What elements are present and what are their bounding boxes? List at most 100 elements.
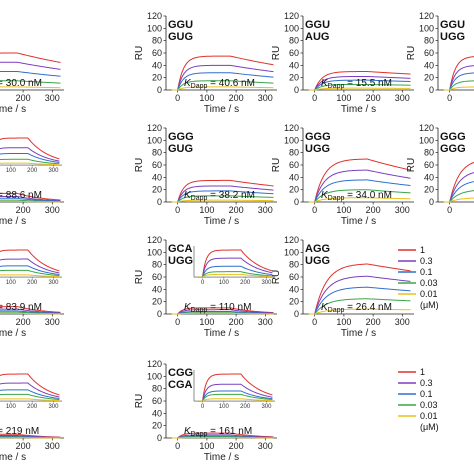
x-tick-label: 300 xyxy=(395,93,410,103)
series-line-0.1 xyxy=(308,286,411,315)
y-tick-label: 60 xyxy=(424,48,434,58)
x-axis-title: Time / s xyxy=(0,104,26,115)
y-tick-label: 100 xyxy=(147,23,162,33)
y-tick-label: 0 xyxy=(429,197,434,207)
inset-x-tick-label: 200 xyxy=(240,280,251,286)
y-tick-label: 100 xyxy=(147,371,162,381)
y-axis-title: RU xyxy=(271,158,282,172)
y-tick-label: 40 xyxy=(152,60,162,70)
x-axis-title: Time / s xyxy=(204,104,239,115)
inset-x-tick-label: 100 xyxy=(6,280,17,286)
x-tick-label: 200 xyxy=(366,205,381,215)
x-tick-label: 200 xyxy=(229,93,244,103)
series-line-0.03 xyxy=(443,190,474,203)
series-line-1 xyxy=(443,161,474,203)
series-line-1 xyxy=(171,432,274,439)
x-tick-label: 200 xyxy=(229,441,244,451)
y-tick-label: 0 xyxy=(157,197,162,207)
y-tick-label: 80 xyxy=(424,36,434,46)
x-tick-label: 0 xyxy=(447,93,452,103)
y-axis-title: RU xyxy=(134,394,145,408)
series-line-0.01 xyxy=(171,312,274,315)
x-tick-label: 300 xyxy=(45,93,60,103)
kdapp-subscript: Dapp xyxy=(191,195,208,202)
legend-label-0.3: 0.3 xyxy=(420,256,433,266)
x-axis-title: Time / s xyxy=(204,216,239,227)
kdapp-value: = 38.2 nM xyxy=(207,190,255,201)
x-tick-label: 200 xyxy=(16,205,31,215)
inset-series-line-1 xyxy=(198,373,273,402)
y-tick-label: 100 xyxy=(147,247,162,257)
inset-x-tick-label: 200 xyxy=(27,168,38,174)
y-tick-label: 20 xyxy=(289,297,299,307)
y-tick-label: 100 xyxy=(284,247,299,257)
inset-x-tick-label: 300 xyxy=(261,404,272,410)
kdapp-value: = 88.6 nM xyxy=(0,190,42,201)
kdapp-label: KDapp = 34.0 nM xyxy=(321,190,392,202)
kdapp-symbol: K xyxy=(184,302,192,313)
kdapp-symbol: K xyxy=(321,302,329,313)
kdapp-value: = 161 nM xyxy=(207,426,252,437)
x-tick-label: 300 xyxy=(258,317,273,327)
y-tick-label: 80 xyxy=(289,148,299,158)
series-line-0.3 xyxy=(308,75,411,91)
x-tick-label: 0 xyxy=(175,205,180,215)
y-tick-label: 20 xyxy=(152,73,162,83)
series-line-0.03 xyxy=(443,80,474,91)
series-line-0.03 xyxy=(0,80,61,84)
series-line-0.03 xyxy=(308,83,411,91)
x-axis-title: Time / s xyxy=(0,452,26,463)
kdapp-subscript: Dapp xyxy=(328,83,345,90)
y-tick-label: 20 xyxy=(152,297,162,307)
y-tick-label: 20 xyxy=(152,185,162,195)
y-tick-label: 100 xyxy=(147,135,162,145)
y-tick-label: 60 xyxy=(152,272,162,282)
x-tick-label: 200 xyxy=(366,317,381,327)
series-line-0.3 xyxy=(0,61,61,70)
sequence-top-label: GGG xyxy=(305,131,331,143)
y-tick-label: 100 xyxy=(284,135,299,145)
sequence-top-label: AGG xyxy=(305,243,330,255)
inset-series-line-1 xyxy=(0,137,60,160)
y-tick-label: 120 xyxy=(284,11,299,21)
kdapp-label: KDapp = 38.2 nM xyxy=(184,190,255,202)
legend-label-0.01: 0.01 xyxy=(420,289,438,299)
inset-x-tick-label: 300 xyxy=(48,404,59,410)
x-tick-label: 300 xyxy=(258,93,273,103)
y-tick-label: 0 xyxy=(157,85,162,95)
sequence-top-label: CGG xyxy=(168,367,193,379)
series-line-0.3 xyxy=(443,65,474,91)
x-tick-label: 200 xyxy=(366,93,381,103)
series-line-0.3 xyxy=(308,275,411,315)
y-tick-label: 0 xyxy=(294,197,299,207)
series-line-0.03 xyxy=(308,189,411,203)
inset-series-line-0.03 xyxy=(0,158,60,165)
inset-series-line-1 xyxy=(0,249,60,272)
inset-series-line-0.03 xyxy=(198,271,273,278)
sequence-top-label: GGU xyxy=(440,19,465,31)
y-axis-title: RU xyxy=(271,270,282,284)
series-line-1 xyxy=(171,179,274,203)
inset-series-line-0.3 xyxy=(198,257,273,278)
panel-ggu-gug-1: 0 20 40 60 80 100 120 RU 0 100 200 300 Time / s GGUGU… xyxy=(134,11,277,115)
series-line-1 xyxy=(308,263,411,315)
y-tick-label: 100 xyxy=(284,23,299,33)
y-tick-label: 80 xyxy=(289,260,299,270)
y-tick-label: 40 xyxy=(424,60,434,70)
series-line-0.01 xyxy=(308,87,411,91)
inset-x-tick-label: 100 xyxy=(6,404,17,410)
kdapp-value: = 34.0 nM xyxy=(344,190,392,201)
panel-agg-ugg-10: 0 20 40 60 80 100 120 RU 0 100 200 300 Time / s AGGUG… xyxy=(271,235,414,339)
y-tick-label: 80 xyxy=(152,260,162,270)
kdapp-symbol: K xyxy=(184,426,192,437)
inset-x-tick-label: 0 xyxy=(201,404,205,410)
kdapp-value: = 83.9 nM xyxy=(0,302,42,313)
